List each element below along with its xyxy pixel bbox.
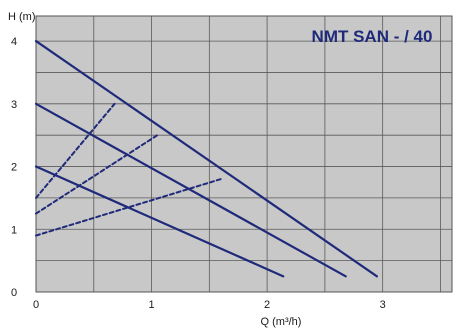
x-tick-label: 2 bbox=[264, 299, 270, 311]
dashed-curve-6 bbox=[35, 178, 222, 237]
y-tick-label: 1 bbox=[11, 224, 17, 236]
pump-curve-2 bbox=[34, 102, 347, 278]
y-tick-label: 0 bbox=[11, 287, 17, 299]
x-tick-label: 0 bbox=[33, 299, 39, 311]
x-axis-label: Q (m³/h) bbox=[261, 316, 302, 328]
dashed-curve-4 bbox=[35, 102, 116, 199]
plot-area bbox=[35, 15, 453, 293]
x-tick-labels: 0 1 2 3 bbox=[33, 299, 386, 311]
chart-title: NMT SAN - / 40 bbox=[312, 27, 433, 46]
dashed-curve-5 bbox=[35, 134, 159, 215]
y-tick-label: 2 bbox=[11, 162, 17, 174]
y-axis-label: H (m) bbox=[8, 11, 36, 23]
vertical-gridlines bbox=[93, 16, 441, 292]
y-tick-label: 3 bbox=[11, 99, 17, 111]
series-layer bbox=[34, 39, 378, 278]
pump-curve-3 bbox=[34, 165, 285, 278]
horizontal-gridlines bbox=[36, 40, 452, 262]
y-tick-label: 4 bbox=[11, 36, 17, 48]
x-tick-label: 3 bbox=[380, 299, 386, 311]
pump-curve-1 bbox=[34, 39, 378, 278]
y-tick-labels: 0 1 2 3 4 bbox=[11, 36, 17, 299]
x-tick-label: 1 bbox=[148, 299, 154, 311]
